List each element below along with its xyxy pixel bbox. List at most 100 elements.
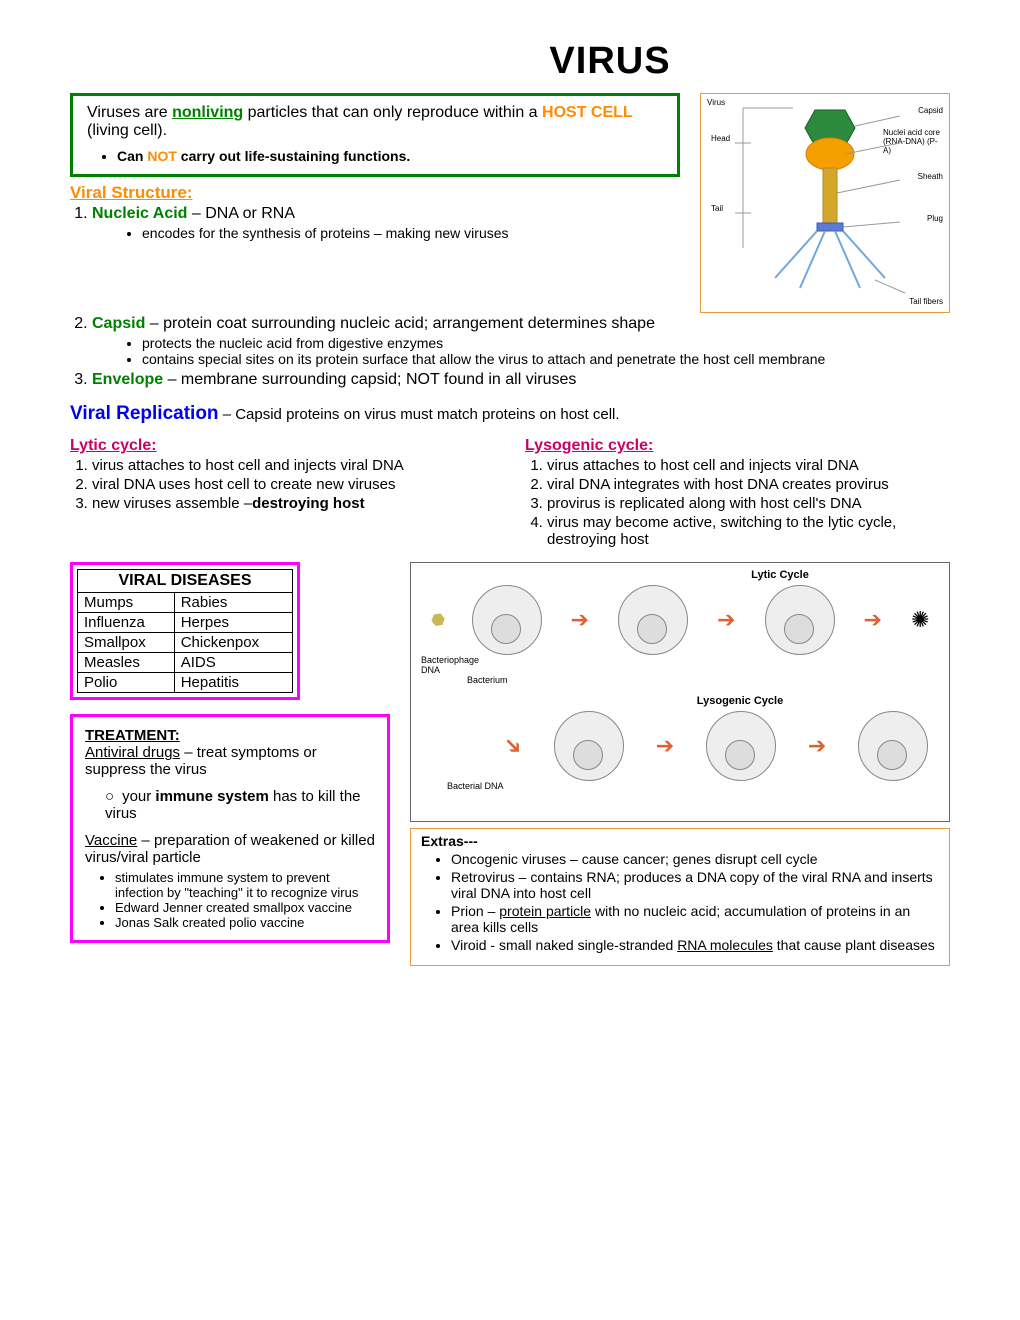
vaccine-line: Vaccine – preparation of weakened or kil… (85, 832, 375, 866)
bacterium-label: Bacterium (467, 675, 943, 685)
treatment-box: TREATMENT: Antiviral drugs – treat sympt… (70, 714, 390, 943)
cell: Herpes (174, 613, 292, 633)
phage-icon: ⬢ (428, 608, 448, 632)
extras-heading: Extras--- (421, 833, 939, 849)
ex2-u: protein particle (499, 903, 591, 919)
extras-1: Retrovirus – contains RNA; produces a DN… (451, 869, 939, 901)
extras-box: Extras--- Oncogenic viruses – cause canc… (410, 828, 950, 966)
diseases-box: VIRAL DISEASES MumpsRabies InfluenzaHerp… (70, 562, 300, 700)
cell-icon (765, 585, 835, 655)
virus-diagram: Virus Head Tail Capsid Nuclei acid core … (700, 93, 950, 313)
bacterial-dna-label: Bacterial DNA (447, 781, 943, 791)
table-row: SmallpoxChickenpox (78, 633, 293, 653)
extras-0: Oncogenic viruses – cause cancer; genes … (451, 851, 939, 867)
arrow-icon: ➔ (571, 607, 589, 633)
immune-a: your (122, 788, 155, 805)
viral-replication-title: Viral Replication (70, 403, 219, 424)
cycles-row: Lytic cycle: virus attaches to host cell… (70, 437, 950, 550)
cell: Chickenpox (174, 633, 292, 653)
page-title: VIRUS (270, 40, 950, 83)
lysogenic-col: Lysogenic cycle: virus attaches to host … (525, 437, 950, 550)
treatment-heading: TREATMENT: (85, 727, 375, 744)
left-column: VIRAL DISEASES MumpsRabies InfluenzaHerp… (70, 562, 390, 943)
sublist-2: protects the nucleic acid from digestive… (92, 335, 950, 367)
intro-bullet: Can NOT carry out life-sustaining functi… (117, 148, 663, 164)
immune-item: your immune system has to kill the virus (105, 788, 375, 822)
table-row: InfluenzaHerpes (78, 613, 293, 633)
dna-label: DNA (421, 665, 943, 675)
immune-line: your immune system has to kill the virus (85, 788, 375, 822)
term-capsid: Capsid (92, 315, 145, 332)
arrow-icon: ➔ (656, 733, 674, 759)
rest-3: – membrane surrounding capsid; NOT found… (163, 371, 576, 388)
table-row: MeaslesAIDS (78, 653, 293, 673)
lysogenic-list: virus attaches to host cell and injects … (525, 457, 950, 548)
hostcell-word: HOST CELL (542, 104, 633, 121)
bullet-a: Can (117, 148, 147, 164)
rest-2: – protein coat surrounding nucleic acid;… (145, 315, 655, 332)
viral-replication-sub: – Capsid proteins on virus must match pr… (219, 406, 620, 423)
lytic-col: Lytic cycle: virus attaches to host cell… (70, 437, 495, 550)
intro-box: Viruses are nonliving particles that can… (70, 93, 680, 177)
lyso-3: provirus is replicated along with host c… (547, 495, 950, 512)
diagram-top-row: ⬢ ➔ ➔ ➔ ✺ (417, 585, 943, 655)
cell: AIDS (174, 653, 292, 673)
right-column: Lytic Cycle ⬢ ➔ ➔ ➔ ✺ Bacteriophage DNA … (410, 562, 950, 966)
ex3-pre: Viroid - small naked single-stranded (451, 937, 677, 953)
lysogenic-label: Lysogenic Cycle (537, 695, 943, 707)
lytic-3a: new viruses assemble – (92, 495, 252, 512)
sub-2-1: contains special sites on its protein su… (142, 351, 950, 367)
extras-2: Prion – protein particle with no nucleic… (451, 903, 939, 935)
intro-a: Viruses are (87, 104, 172, 121)
lyso-4: virus may become active, switching to th… (547, 514, 950, 548)
cell: Smallpox (78, 633, 175, 653)
cell: Rabies (174, 593, 292, 613)
lytic-1: virus attaches to host cell and injects … (92, 457, 495, 474)
bullet-not: NOT (147, 148, 177, 164)
vaccine-label: Vaccine (85, 832, 137, 849)
lytic-2: viral DNA uses host cell to create new v… (92, 476, 495, 493)
diseases-caption: VIRAL DISEASES (77, 569, 293, 592)
intro-text: Viruses are nonliving particles that can… (87, 104, 663, 140)
lytic-list: virus attaches to host cell and injects … (70, 457, 495, 512)
antiviral-line: Antiviral drugs – treat symptoms or supp… (85, 744, 375, 778)
top-row: Viruses are nonliving particles that can… (70, 93, 950, 313)
viral-structure-heading: Viral Structure: (70, 183, 680, 203)
vaccine-bullets: stimulates immune system to prevent infe… (85, 870, 375, 930)
bullet-b: carry out life-sustaining functions. (177, 148, 410, 164)
vb-0: stimulates immune system to prevent infe… (115, 870, 375, 900)
cell: Measles (78, 653, 175, 673)
cell-icon (554, 711, 624, 781)
lyso-2: viral DNA integrates with host DNA creat… (547, 476, 950, 493)
destroying-host: destroying host (252, 495, 365, 512)
cycle-diagram: Lytic Cycle ⬢ ➔ ➔ ➔ ✺ Bacteriophage DNA … (410, 562, 950, 822)
sub-1-0: encodes for the synthesis of proteins – … (142, 225, 680, 241)
top-left: Viruses are nonliving particles that can… (70, 93, 680, 313)
extras-3: Viroid - small naked single-stranded RNA… (451, 937, 939, 953)
rest-1: – DNA or RNA (187, 205, 295, 222)
vb-1: Edward Jenner created smallpox vaccine (115, 900, 375, 915)
table-row: PolioHepatitis (78, 673, 293, 693)
lytic-3: new viruses assemble –destroying host (92, 495, 495, 512)
extras-list: Oncogenic viruses – cause cancer; genes … (421, 851, 939, 953)
arrow-icon: ➔ (497, 730, 528, 761)
lyso-1: virus attaches to host cell and injects … (547, 457, 950, 474)
cell: Hepatitis (174, 673, 292, 693)
viral-replication-line: Viral Replication – Capsid proteins on v… (70, 403, 950, 425)
arrow-icon: ➔ (808, 733, 826, 759)
diagram-bottom-row: ➔ ➔ ➔ (417, 711, 943, 781)
structure-list: Nucleic Acid – DNA or RNA encodes for th… (70, 205, 680, 241)
term-envelope: Envelope (92, 371, 163, 388)
nonliving-word: nonliving (172, 104, 243, 121)
cell-icon (706, 711, 776, 781)
arrow-icon: ➔ (864, 607, 882, 633)
phage-label: Bacteriophage (421, 655, 943, 665)
intro-b: particles that can only reproduce within… (243, 104, 542, 121)
diseases-table: VIRAL DISEASES MumpsRabies InfluenzaHerp… (77, 569, 293, 693)
cell-icon (618, 585, 688, 655)
lytic-label: Lytic Cycle (617, 569, 943, 581)
structure-item-3: Envelope – membrane surrounding capsid; … (92, 371, 950, 389)
lytic-title: Lytic cycle: (70, 437, 495, 455)
cell-icon (858, 711, 928, 781)
lower-row: VIRAL DISEASES MumpsRabies InfluenzaHerp… (70, 562, 950, 966)
